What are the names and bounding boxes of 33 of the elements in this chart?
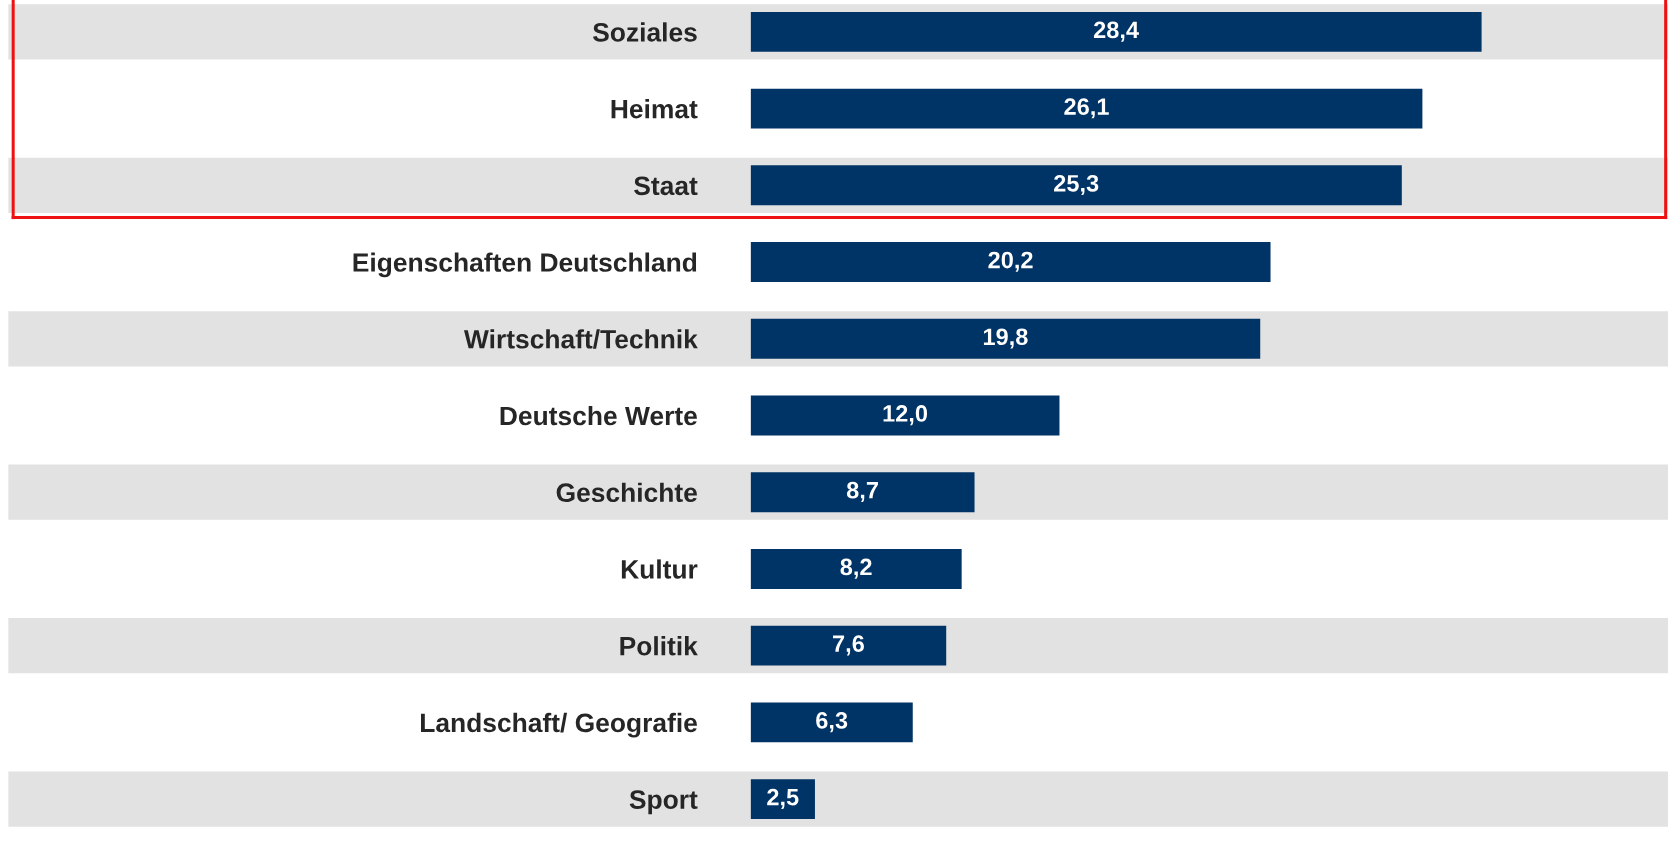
data-label: 26,1	[1064, 98, 1109, 119]
data-label: 19,8	[983, 328, 1028, 349]
bar	[750, 395, 1060, 436]
bar	[750, 702, 913, 743]
bar	[750, 11, 1482, 52]
data-label: 8,7	[846, 481, 878, 502]
data-label: 8,2	[840, 558, 872, 579]
bar	[750, 779, 815, 820]
data-label: 12,0	[883, 405, 928, 426]
y-tick-label: Eigenschaften Deutschland	[353, 252, 697, 278]
bar	[750, 88, 1423, 129]
y-tick-label: Heimat	[611, 99, 698, 119]
bar	[750, 318, 1261, 359]
y-tick-label: Landschaft/ Geografie	[421, 712, 697, 738]
y-tick-label: Sport	[629, 790, 698, 815]
data-label: 20,2	[988, 251, 1033, 272]
y-tick-label: Soziales	[592, 22, 697, 42]
y-tick-label: Wirtschaft/Technik	[463, 329, 698, 349]
bar	[750, 165, 1402, 206]
y-tick-label: Politik	[620, 636, 698, 656]
data-label: 25,3	[1054, 174, 1099, 196]
data-label: 28,4	[1093, 21, 1139, 42]
bar	[750, 472, 975, 513]
y-tick-label: Kultur	[621, 559, 698, 579]
data-label: 2,5	[767, 788, 799, 809]
bar	[750, 625, 947, 666]
bar	[750, 242, 1271, 282]
y-tick-label: Geschichte	[556, 482, 697, 503]
y-tick-label: Staat	[634, 176, 698, 196]
data-label: 6,3	[816, 712, 848, 733]
y-tick-label: Deutsche Werte	[500, 405, 697, 426]
bar	[750, 549, 962, 589]
data-label: 7,6	[833, 635, 864, 656]
